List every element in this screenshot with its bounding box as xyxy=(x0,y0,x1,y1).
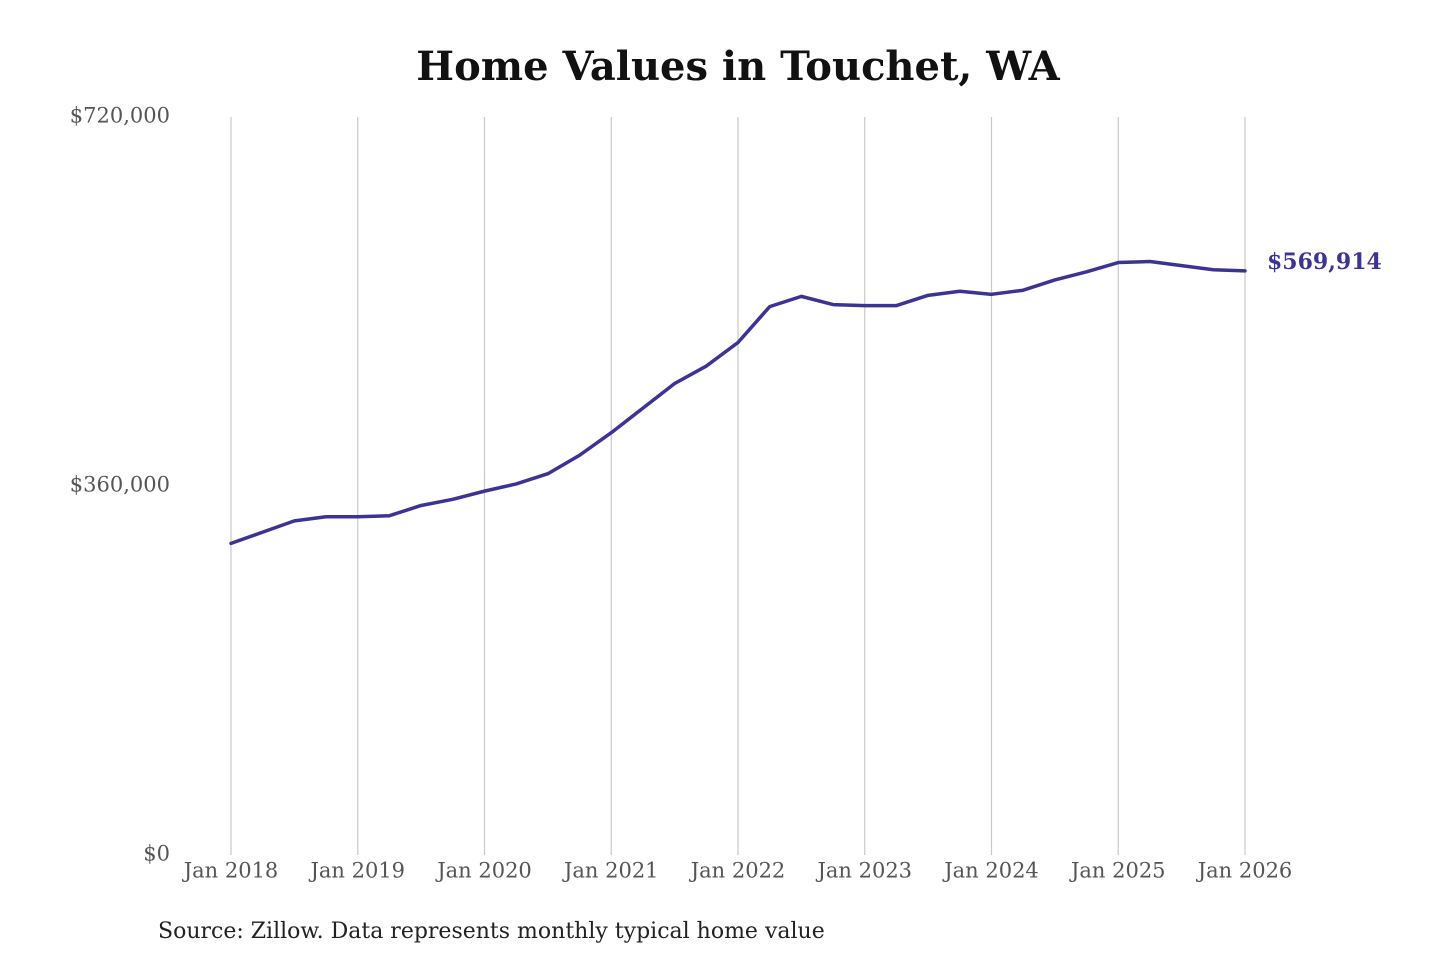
x-tick-label: Jan 2025 xyxy=(1069,859,1166,883)
x-tick-label: Jan 2020 xyxy=(435,859,532,883)
y-tick-label: $720,000 xyxy=(70,104,170,128)
x-tick-label: Jan 2026 xyxy=(1196,859,1293,883)
y-tick-label: $0 xyxy=(143,842,170,866)
chart-title: Home Values in Touchet, WA xyxy=(416,43,1060,90)
series-line xyxy=(229,259,1247,546)
source-note: Source: Zillow. Data represents monthly … xyxy=(158,919,825,944)
value-label: $569,914 xyxy=(1267,249,1382,275)
y-tick-label: $360,000 xyxy=(70,473,170,497)
x-tick-label: Jan 2018 xyxy=(182,859,279,883)
x-tick-label: Jan 2023 xyxy=(815,859,912,883)
x-tick-label: Jan 2019 xyxy=(308,859,405,883)
x-tick-label: Jan 2022 xyxy=(689,859,786,883)
x-tick-label: Jan 2024 xyxy=(942,859,1039,883)
x-tick-label: Jan 2021 xyxy=(562,859,659,883)
